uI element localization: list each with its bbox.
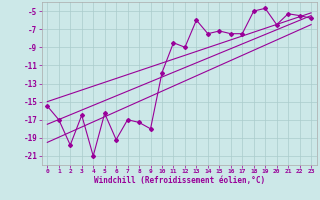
X-axis label: Windchill (Refroidissement éolien,°C): Windchill (Refroidissement éolien,°C) xyxy=(94,176,265,185)
